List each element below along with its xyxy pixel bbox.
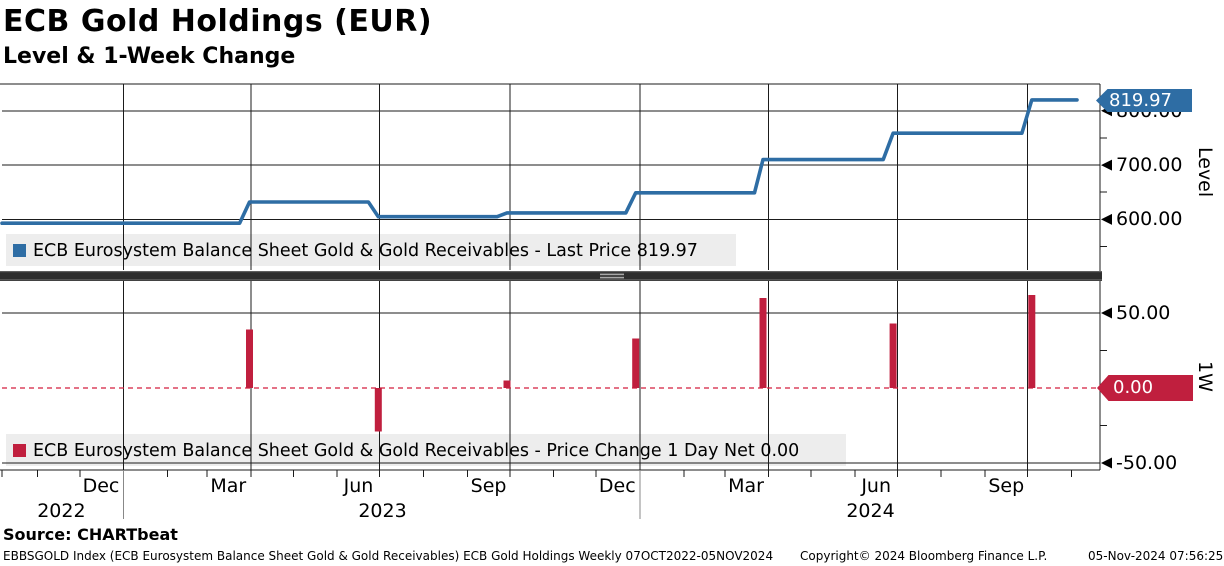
level-tick-arrow [1101, 213, 1112, 225]
change-bar [889, 323, 897, 388]
divider-grip-icon[interactable] [600, 276, 624, 279]
bottom-legend-bg [6, 434, 846, 466]
change-bar [374, 388, 382, 432]
change-tick-arrow [1101, 457, 1112, 469]
level-line [0, 98, 1079, 225]
panel-divider-edge [0, 271, 1102, 273]
change-bar [759, 298, 767, 388]
top-legend-bg [6, 234, 736, 266]
panel-divider-edge [0, 279, 1102, 281]
level-tick-arrow [1101, 159, 1112, 171]
level-tick-arrow [1101, 105, 1112, 117]
change-bar [503, 380, 511, 388]
change-bar [632, 338, 640, 388]
change-tick-arrow [1101, 382, 1112, 394]
change-bar [246, 329, 253, 388]
change-bar [1028, 295, 1036, 388]
change-tick-arrow [1101, 307, 1112, 319]
panel-divider[interactable] [0, 271, 1102, 281]
divider-grip-icon[interactable] [600, 273, 624, 276]
